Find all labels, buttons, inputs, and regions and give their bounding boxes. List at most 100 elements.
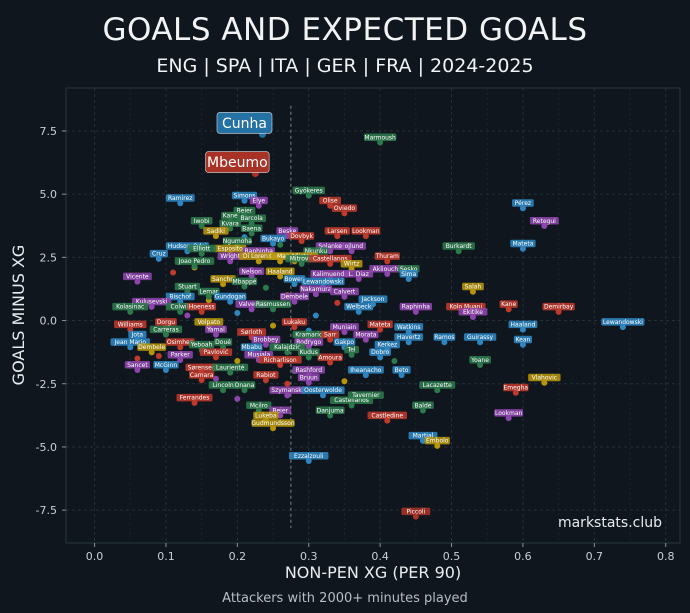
label-box — [358, 295, 388, 303]
label-box — [399, 302, 433, 311]
label-box — [208, 381, 238, 389]
label-text: Welbeck — [346, 304, 372, 311]
label-box — [288, 452, 329, 460]
point-label: Gyökeres — [292, 186, 325, 194]
label-text: Raphinha — [245, 248, 274, 255]
point-label: Demirbay — [542, 302, 575, 311]
label-text: Kvara — [222, 220, 240, 227]
label-box — [288, 232, 315, 240]
label-box — [528, 373, 561, 382]
label-text: Kudus — [300, 349, 318, 356]
point-label: Rashford — [292, 366, 325, 374]
chart-subtitle: ENG | SPA | ITA | GER | FRA | 2024-2025 — [156, 55, 534, 77]
point-label: Kvara — [219, 219, 242, 227]
label-box — [367, 411, 408, 420]
label-text: Cruz — [152, 251, 166, 258]
point-label: Sadiki — [203, 227, 229, 235]
grid-lines — [66, 88, 680, 543]
point-label: Gundogan — [214, 292, 247, 301]
point-label: Stuart — [174, 282, 201, 290]
label-text: Lewandowski — [303, 278, 343, 285]
label-text: Vlahovic — [532, 374, 557, 381]
scatter-point — [234, 309, 241, 316]
label-text: Bowen — [284, 276, 304, 283]
x-tick-label: 0.7 — [586, 550, 604, 563]
label-text: Di Lorenzo — [243, 253, 275, 260]
label-box — [330, 287, 359, 296]
scatter-point — [391, 358, 398, 364]
label-text: Gakpo — [335, 339, 355, 346]
x-tick-label: 0.5 — [443, 550, 461, 563]
label-box — [281, 318, 308, 326]
point-label: Nelson — [238, 267, 265, 275]
label-box — [401, 507, 431, 516]
point-label: Elye — [249, 196, 268, 205]
label-text: Sancho — [212, 276, 234, 283]
label-box — [321, 330, 340, 339]
label-box — [392, 366, 411, 374]
label-box — [462, 282, 484, 291]
label-text: Vicente — [126, 273, 149, 280]
label-text: Morata — [355, 332, 376, 339]
y-axis-label: GOALS MINUS XG — [9, 245, 28, 386]
label-text: Lookman — [495, 410, 523, 417]
label-box — [128, 330, 147, 339]
label-text: Rasmussen — [256, 301, 290, 308]
label-text: Demirbay — [544, 304, 574, 311]
label-box — [292, 330, 325, 339]
label-box — [399, 270, 418, 278]
label-box — [149, 249, 168, 258]
point-label: Kean — [513, 335, 533, 344]
label-box — [217, 252, 243, 260]
point-label: Mbappé — [231, 277, 258, 285]
point-label: Beto — [392, 366, 411, 374]
point-label: Kolasinac — [112, 302, 149, 311]
label-text: Piccoli — [406, 508, 425, 515]
point-label: Mcilro — [246, 401, 272, 409]
label-box — [155, 318, 177, 326]
label-text: Onana — [235, 382, 255, 389]
label-text: Embolo — [426, 438, 449, 445]
point-label: Havertz — [394, 333, 424, 341]
label-text: Ramos — [434, 334, 454, 341]
point-label: Jota — [128, 330, 147, 339]
label-text: Larsen — [327, 228, 347, 235]
point-label: Gudmundsson — [251, 419, 295, 427]
label-text: Mateta — [370, 321, 391, 328]
label-text: Wirtz — [344, 261, 359, 268]
point-label: Pérez — [512, 199, 534, 207]
point-label: Dembele — [137, 343, 167, 351]
point-label: Elliott — [187, 244, 217, 253]
point-label: L. Diaz — [344, 270, 374, 278]
scatter-point — [170, 269, 177, 276]
point-label: Haaland — [508, 320, 538, 328]
label-text: Kramaric — [295, 332, 322, 339]
label-box — [199, 348, 233, 356]
point-label: Lewandowski — [601, 318, 645, 326]
point-label: Bukayo — [260, 234, 286, 242]
highlight-label: Mbeumo — [205, 151, 270, 173]
scatter-point — [262, 284, 269, 291]
point-label: Volpato — [194, 318, 224, 326]
label-box — [503, 383, 529, 392]
label-box — [394, 323, 424, 331]
label-box — [149, 325, 183, 334]
label-text: Havertz — [397, 334, 420, 341]
point-label: Joao Pedro — [174, 257, 215, 265]
point-label: Lookman — [351, 227, 381, 235]
label-box — [246, 401, 272, 409]
label-box — [237, 328, 267, 336]
label-text: Olise — [323, 198, 338, 205]
label-text: Nakamura — [300, 286, 331, 293]
label-text: Valverde — [239, 301, 265, 308]
label-text: Akliouche — [373, 266, 402, 273]
point-label: Richarlison — [258, 356, 302, 364]
label-box — [219, 219, 242, 227]
point-label: Brobbey — [251, 335, 281, 344]
x-tick-label: 0.1 — [157, 550, 175, 563]
label-box — [297, 373, 320, 382]
point-label: Danjuma — [315, 406, 345, 414]
label-text: Pérez — [515, 200, 531, 207]
point-label: Welbeck — [344, 302, 374, 311]
point-label: Muniain — [330, 323, 359, 331]
